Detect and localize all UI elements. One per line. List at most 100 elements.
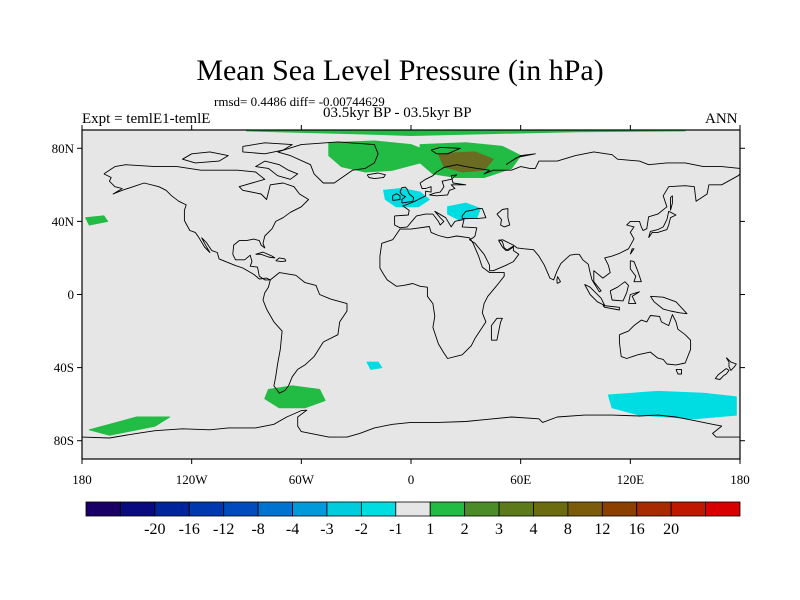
novaya-zemlya-coast <box>505 153 536 166</box>
colorbar-label: -12 <box>213 521 234 538</box>
latitude-ticks: 80N 40N 0 40S 80S <box>52 141 745 448</box>
colorbar-box <box>670 501 706 517</box>
svalbard-coast <box>430 146 461 155</box>
new-guinea-coast <box>650 295 688 315</box>
iceland-coast <box>366 172 386 180</box>
mediterranean-negative-region <box>447 202 481 221</box>
stats-text: rmsd= 0.4486 diff= -0.00744629 <box>214 94 385 109</box>
colorbar-label: 16 <box>629 521 645 538</box>
colorbar-box <box>464 501 500 517</box>
australia-coast <box>618 314 692 366</box>
lon-tick-label: 0 <box>408 472 415 487</box>
longitude-ticks: 180 120W 60W 0 60E 120E 180 <box>72 125 750 487</box>
hispaniola-coast <box>275 257 287 263</box>
colorbar-label: -16 <box>179 521 200 538</box>
lon-tick-label: 60W <box>289 472 315 487</box>
colorbar: -20 -16 -12 -8 -4 -3 -2 -1 1 2 3 4 8 12 16 20 <box>85 501 741 538</box>
arctic-islands-coast <box>182 151 229 164</box>
colorbar-box <box>429 501 466 517</box>
colorbar-label: 12 <box>594 521 610 538</box>
new-zealand-south-coast <box>714 368 730 380</box>
colorbar-label: 8 <box>564 521 572 538</box>
uk-coast <box>399 186 415 204</box>
colorbar-label: 20 <box>663 521 679 538</box>
colorbar-box <box>257 501 293 517</box>
period-label: 03.5kyr BP - 03.5kyr BP <box>323 105 472 121</box>
map-layer <box>81 129 741 460</box>
colorbar-box <box>360 501 397 517</box>
lon-tick-label: 60E <box>510 472 531 487</box>
cuba-coast <box>255 251 276 259</box>
colorbar-box <box>292 501 328 517</box>
colorbar-box <box>85 501 121 517</box>
tasmania-coast <box>675 368 682 375</box>
colorbar-box <box>533 501 569 517</box>
season-label: ANN <box>705 111 738 127</box>
southern-ocean-negative-region <box>607 390 737 420</box>
experiment-label: Expt = temlE1-temlE <box>82 111 211 127</box>
java-coast <box>602 305 620 311</box>
colorbar-box <box>154 501 190 517</box>
ellesmere-coast <box>242 142 293 155</box>
sulawesi-coast <box>628 291 640 305</box>
anomaly-regions <box>85 129 737 436</box>
south-america-coast <box>262 272 348 394</box>
colorbar-box <box>636 501 672 517</box>
baffin-coast <box>255 160 299 180</box>
coastlines <box>81 141 741 439</box>
drake-passage-positive-region <box>264 385 326 409</box>
colorbar-box <box>567 501 603 517</box>
colorbar-label: -20 <box>144 521 165 538</box>
colorbar-box <box>223 501 259 517</box>
south-atlantic-negative-region <box>366 361 383 370</box>
new-zealand-north-coast <box>725 357 737 371</box>
colorbar-label: -4 <box>286 521 299 538</box>
colorbar-box <box>188 501 225 517</box>
colorbar-label: 2 <box>461 521 469 538</box>
colorbar-box <box>120 501 156 517</box>
ross-sea-positive-region <box>88 416 171 436</box>
colorbar-label: -8 <box>251 521 264 538</box>
colorbar-box <box>326 501 362 517</box>
colorbar-label: -3 <box>320 521 333 538</box>
arabia-gulf-coast <box>498 239 514 252</box>
north-atlantic-negative-region <box>383 188 430 208</box>
scandinavia-core-region <box>437 151 494 173</box>
lat-tick-label: 40S <box>54 360 74 375</box>
black-sea-coast <box>461 208 487 220</box>
lon-tick-label: 180 <box>730 472 750 487</box>
north-pacific-west-positive-region <box>85 215 109 226</box>
eurasia-coast <box>394 151 741 293</box>
ireland-coast <box>392 193 401 201</box>
japan-coast <box>648 210 677 239</box>
philippines-coast <box>629 260 642 283</box>
colorbar-box <box>705 501 741 517</box>
sri-lanka-coast <box>556 276 561 284</box>
caspian-coast <box>496 208 511 228</box>
baltic-coast <box>429 174 467 197</box>
plot-title: Mean Sea Level Pressure (in hPa) <box>196 54 604 87</box>
taiwan-coast <box>629 248 635 255</box>
colorbar-box <box>601 501 638 517</box>
borneo-coast <box>609 281 629 302</box>
greenland-positive-region <box>328 140 430 173</box>
north-america-coast <box>103 164 310 281</box>
sakhalin-coast <box>670 195 673 211</box>
lon-tick-label: 120E <box>617 472 645 487</box>
lat-tick-label: 0 <box>68 287 75 302</box>
lon-tick-label: 120W <box>176 472 209 487</box>
lat-tick-label: 80S <box>54 433 74 448</box>
colorbar-box <box>395 501 431 517</box>
colorbar-label: -2 <box>355 521 368 538</box>
colorbar-label: 3 <box>495 521 503 538</box>
lat-tick-label: 80N <box>52 141 75 156</box>
madagascar-coast <box>490 317 503 341</box>
colorbar-label: -1 <box>389 521 402 538</box>
colorbar-box <box>498 501 534 517</box>
lat-tick-label: 40N <box>52 214 75 229</box>
colorbar-label: 1 <box>426 521 434 538</box>
colorbar-label: 4 <box>529 521 537 538</box>
africa-coast <box>379 226 505 359</box>
greenland-coast <box>277 141 379 184</box>
